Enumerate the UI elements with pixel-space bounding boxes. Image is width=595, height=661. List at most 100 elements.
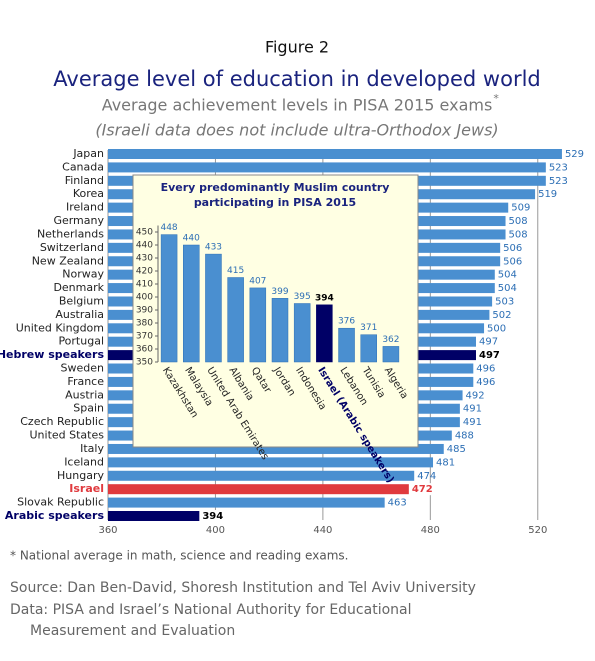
- value-label-bg: [200, 510, 223, 522]
- value-label: 463: [388, 498, 407, 509]
- y-tick-label: Netherlands: [37, 227, 104, 240]
- value-label: 472: [412, 484, 433, 495]
- value-label: 481: [436, 457, 455, 468]
- y-tick-label: Hungary: [57, 469, 104, 482]
- value-label: 376: [338, 317, 355, 327]
- bar: [316, 304, 333, 363]
- value-label: 500: [487, 323, 506, 334]
- value-label: 371: [360, 323, 377, 333]
- value-label: 448: [160, 223, 177, 233]
- y-tick-label: Japan: [72, 147, 104, 160]
- value-label: 508: [509, 216, 528, 227]
- value-label: 394: [202, 511, 223, 522]
- figure-label: Figure 2: [265, 38, 329, 57]
- value-label: 529: [565, 149, 584, 160]
- bar: [108, 511, 200, 521]
- value-label: 496: [476, 364, 495, 375]
- y-tick-label: Italy: [80, 442, 104, 455]
- y-tick-label: 370: [136, 332, 153, 342]
- value-label-bg: [409, 483, 432, 496]
- value-label: 519: [538, 189, 557, 200]
- y-tick-label: Spain: [73, 402, 104, 415]
- y-tick-label: Canada: [62, 160, 104, 173]
- data-source: Measurement and Evaluation: [30, 623, 235, 639]
- y-tick-label: Iceland: [64, 455, 104, 468]
- value-label: 506: [503, 243, 522, 254]
- value-label: 488: [455, 431, 474, 442]
- value-label: 506: [503, 256, 522, 267]
- value-label: 362: [382, 335, 399, 345]
- bar: [108, 457, 434, 468]
- value-label: 492: [466, 390, 485, 401]
- y-tick-label: 420: [136, 267, 153, 277]
- y-tick-label: Hebrew speakers: [0, 348, 104, 361]
- x-tick-label: 360: [98, 525, 117, 536]
- value-label: 395: [294, 292, 311, 302]
- y-tick-label: Sweden: [61, 362, 104, 375]
- bar: [108, 162, 546, 173]
- x-tick-label: 480: [421, 525, 440, 536]
- x-tick-label: 440: [313, 525, 332, 536]
- y-tick-label: Korea: [73, 187, 104, 200]
- y-tick-label: Czech Republic: [20, 415, 104, 428]
- source: Source: Dan Ben-David, Shoresh Instituti…: [10, 580, 476, 596]
- y-tick-label: United States: [30, 429, 105, 442]
- y-tick-label: 450: [136, 228, 153, 238]
- y-tick-label: Slovak Republic: [17, 496, 104, 509]
- value-label: 504: [498, 270, 517, 281]
- chart-title: Average level of education in developed …: [53, 67, 541, 91]
- y-tick-label: Finland: [65, 174, 104, 187]
- bar: [183, 244, 200, 363]
- chart-subtitle: Average achievement levels in PISA 2015 …: [102, 96, 493, 115]
- value-label: 523: [549, 176, 568, 187]
- value-label: 503: [495, 296, 514, 307]
- y-tick-label: France: [67, 375, 104, 388]
- value-label: 502: [492, 310, 511, 321]
- value-label: 497: [479, 337, 498, 348]
- value-label: 508: [509, 229, 528, 240]
- bar: [108, 470, 415, 481]
- y-tick-label: 350: [136, 358, 153, 368]
- value-label: 491: [463, 404, 482, 415]
- value-label: 399: [271, 287, 288, 297]
- value-label: 440: [183, 234, 200, 244]
- y-tick-label: Ireland: [66, 201, 104, 214]
- bar: [338, 327, 355, 363]
- inset-title: participating in PISA 2015: [194, 196, 356, 209]
- bar: [360, 334, 377, 363]
- inset-title: Every predominantly Muslim country: [161, 181, 390, 194]
- bar: [382, 346, 400, 363]
- value-label: 415: [227, 266, 244, 276]
- bar: [271, 298, 289, 363]
- bar: [249, 287, 267, 363]
- bar: [205, 253, 222, 363]
- bar: [108, 484, 409, 495]
- y-tick-label: Israel: [69, 482, 104, 495]
- value-label-bg: [476, 349, 499, 362]
- y-tick-label: 390: [136, 306, 153, 316]
- y-tick-label: 380: [136, 319, 153, 329]
- bar: [227, 277, 244, 363]
- value-label: 474: [417, 471, 436, 482]
- bar: [160, 234, 178, 363]
- value-label: 523: [549, 162, 568, 173]
- y-tick-label: Switzerland: [40, 241, 104, 254]
- data-source: Data: PISA and Israel’s National Authori…: [10, 602, 412, 618]
- y-tick-label: Norway: [62, 268, 104, 281]
- chart-note: (Israeli data does not include ultra-Ort…: [95, 121, 498, 140]
- value-label: 407: [249, 276, 266, 286]
- value-label: 394: [315, 293, 334, 303]
- x-tick-label: 520: [528, 525, 547, 536]
- y-tick-label: United Kingdom: [16, 321, 104, 334]
- value-label: 504: [498, 283, 517, 294]
- y-tick-label: Belgium: [59, 294, 104, 307]
- bar: [293, 303, 311, 363]
- y-tick-label: Austria: [65, 388, 104, 401]
- y-tick-label: 440: [136, 241, 153, 251]
- y-tick-label: Portugal: [58, 335, 104, 348]
- value-label: 433: [205, 243, 222, 253]
- bar: [108, 149, 562, 159]
- value-label: 509: [511, 203, 530, 214]
- footnote: * National average in math, science and …: [10, 549, 348, 563]
